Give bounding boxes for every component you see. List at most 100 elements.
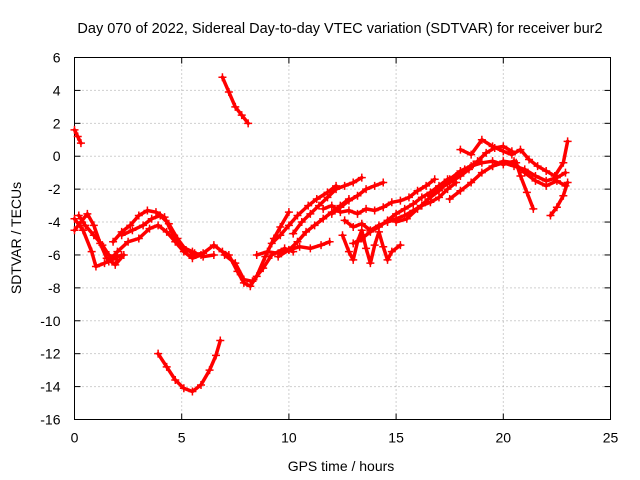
data-point <box>499 147 508 156</box>
data-point <box>362 244 371 253</box>
chart-grid <box>74 57 611 420</box>
data-point <box>488 142 497 151</box>
data-point <box>274 252 283 261</box>
data-point <box>109 237 118 246</box>
data-point <box>542 181 551 190</box>
series-line <box>222 246 295 284</box>
data-point <box>248 277 257 286</box>
data-point <box>327 209 336 218</box>
x-tick-label: 0 <box>71 430 79 446</box>
data-point <box>422 181 431 190</box>
data-point <box>310 221 319 230</box>
data-point <box>111 260 120 269</box>
data-point <box>529 204 538 213</box>
data-point <box>302 227 311 236</box>
chart-title: Day 070 of 2022, Sidereal Day-to-day VTE… <box>77 21 602 37</box>
x-tick-label: 10 <box>281 430 297 446</box>
data-point <box>284 221 293 230</box>
data-point <box>186 250 195 259</box>
data-point <box>244 119 253 128</box>
data-point <box>252 250 261 259</box>
series-line <box>269 184 338 246</box>
data-point <box>349 222 358 231</box>
data-point <box>162 227 171 236</box>
y-tick-label: 4 <box>53 82 61 98</box>
data-point <box>402 214 411 223</box>
data-point <box>209 250 218 259</box>
data-point <box>119 250 128 259</box>
y-tick-label: -10 <box>40 313 60 329</box>
x-axis-tick-labels: 0 5 10 15 20 25 <box>71 430 619 446</box>
y-tick-label: -16 <box>40 412 60 428</box>
data-point <box>293 211 302 220</box>
data-point <box>319 204 328 213</box>
series-track-26 <box>512 158 538 213</box>
data-point <box>374 222 383 231</box>
data-point <box>499 157 508 166</box>
data-point <box>323 193 332 202</box>
data-point <box>507 150 516 159</box>
data-point <box>81 221 90 230</box>
data-point <box>522 188 531 197</box>
data-point <box>325 237 334 246</box>
data-point <box>156 211 165 220</box>
data-point <box>171 376 180 385</box>
data-point <box>74 211 83 220</box>
data-point <box>284 246 293 255</box>
data-point <box>164 219 173 228</box>
series-track-17 <box>319 175 439 218</box>
data-point <box>344 247 353 256</box>
data-point <box>559 191 568 200</box>
data-point <box>362 204 371 213</box>
data-point <box>563 178 572 187</box>
data-point <box>104 257 113 266</box>
data-point <box>113 255 122 264</box>
data-point <box>220 250 229 259</box>
data-point <box>349 239 358 248</box>
data-point <box>366 259 375 268</box>
x-tick-label: 5 <box>178 430 186 446</box>
data-point <box>546 211 555 220</box>
y-tick-label: -6 <box>48 247 61 263</box>
data-point <box>413 186 422 195</box>
data-point <box>314 201 323 210</box>
series-track-27 <box>546 178 572 220</box>
data-point <box>482 148 491 157</box>
data-point <box>353 209 362 218</box>
x-axis-label: GPS time / hours <box>288 458 395 474</box>
data-point <box>383 255 392 264</box>
series-track-18 <box>338 226 405 268</box>
data-point <box>430 175 439 184</box>
data-point <box>473 157 482 166</box>
data-point <box>231 102 240 111</box>
data-point <box>357 234 366 243</box>
data-point <box>396 196 405 205</box>
data-point <box>362 185 371 194</box>
data-point <box>126 221 135 230</box>
data-point <box>340 181 349 190</box>
data-point <box>79 226 88 235</box>
axis-ticks <box>74 57 611 420</box>
data-point <box>181 246 190 255</box>
data-point <box>199 249 208 258</box>
y-axis-label: SDTVAR / TECUs <box>8 182 24 294</box>
data-point <box>284 208 293 217</box>
data-point <box>246 282 255 291</box>
data-point <box>552 203 561 212</box>
series-track-16 <box>327 178 388 218</box>
data-point <box>396 241 405 250</box>
data-point <box>424 191 433 200</box>
data-point <box>113 247 122 256</box>
data-point <box>128 226 137 235</box>
y-tick-label: -12 <box>40 346 60 362</box>
y-axis-tick-labels: -16 -14 -12 -10 -8 -6 -4 -2 0 2 4 6 <box>40 50 60 428</box>
data-point <box>276 222 285 231</box>
data-point <box>456 171 465 180</box>
data-point <box>353 191 362 200</box>
series-line <box>548 180 570 218</box>
data-point <box>327 201 336 210</box>
data-point <box>443 185 452 194</box>
data-point <box>383 216 392 225</box>
data-point <box>209 241 218 250</box>
data-point <box>134 234 143 243</box>
